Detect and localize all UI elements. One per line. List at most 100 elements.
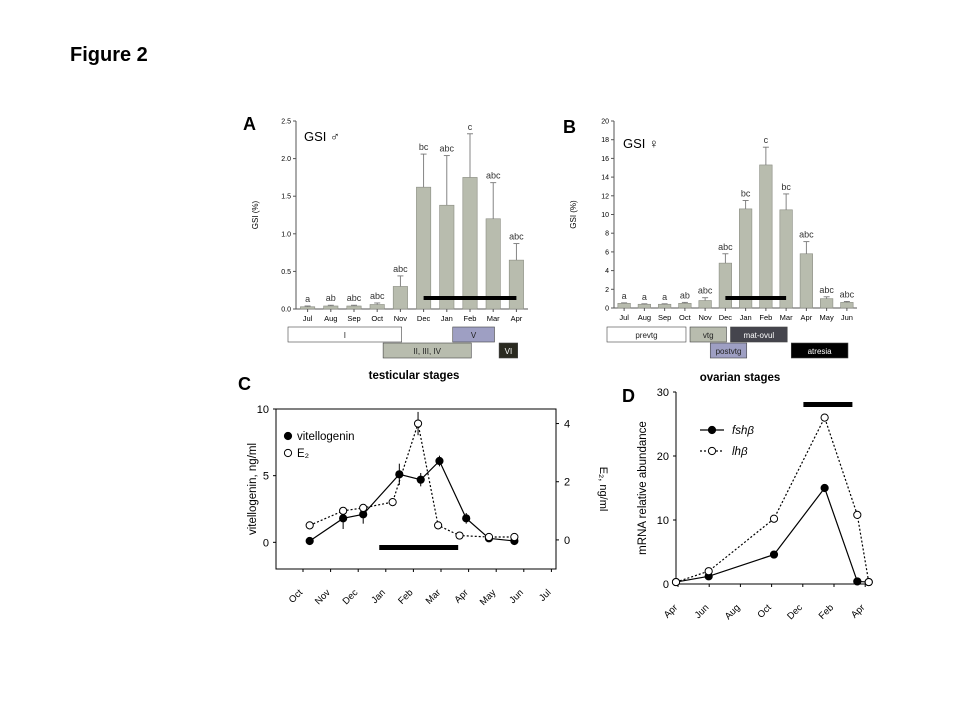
y-axis-label: mRNA relative abundance	[637, 421, 649, 555]
x-tick-label: Oct	[371, 314, 384, 323]
significance-letter: abc	[347, 293, 362, 303]
panel-letter: B	[563, 117, 576, 137]
y-tick-label: 8	[605, 231, 609, 238]
x-tick-label: Mar	[487, 314, 500, 323]
x-tick-label: Jul	[303, 314, 313, 323]
stage-box	[287, 326, 402, 343]
significance-letter: bc	[781, 182, 791, 192]
y-tick-label: 6	[605, 249, 609, 256]
legend-label: lhβ	[732, 446, 748, 458]
significance-letter: bc	[741, 188, 751, 198]
x-tick-label: Aug	[324, 314, 337, 323]
significance-letter: abc	[799, 230, 814, 240]
x-tick-label: Nov	[394, 314, 408, 323]
y-tick-label: 0	[663, 579, 669, 591]
significance-letter: a	[642, 292, 647, 302]
data-point	[435, 456, 444, 466]
y-tick-label: 0	[263, 537, 269, 549]
stage-box	[382, 342, 472, 359]
period-bar	[725, 296, 787, 300]
x-tick-label: Jul	[537, 587, 553, 603]
y-tick-label: 30	[657, 387, 669, 399]
x-tick-label: Nov	[698, 313, 712, 322]
x-tick-label: Dec	[341, 587, 361, 607]
significance-letter: ab	[680, 290, 690, 300]
panel-B: B 0 2 4 6 8 10 12 14 16 18 20 GSI (%) GSI ♀ a Jul a Aug a S…	[563, 117, 857, 384]
panel-letter: A	[243, 114, 256, 134]
bar-May	[820, 298, 834, 309]
legend-marker	[283, 448, 293, 458]
bar-Mar	[485, 218, 501, 310]
legend-marker	[283, 431, 293, 441]
x-tick-label: Apr	[801, 313, 813, 322]
y-tick-label: 4	[605, 268, 609, 275]
significance-letter: abc	[393, 264, 408, 274]
data-point	[339, 506, 348, 515]
data-point	[704, 567, 713, 576]
x-tick-label: Jan	[369, 587, 388, 606]
y-axis-label: GSI (%)	[569, 200, 578, 229]
bar-Feb	[759, 164, 773, 309]
stage-label: V	[471, 331, 477, 340]
x-tick-label: Jun	[841, 313, 853, 322]
bar-Mar	[779, 209, 793, 309]
series-line	[309, 459, 515, 542]
data-point	[853, 510, 862, 519]
data-point	[359, 503, 368, 513]
series-line	[675, 486, 869, 583]
y2-axis-label: E₂, ng/ml	[597, 467, 609, 512]
x-tick-label: Apr	[511, 314, 523, 323]
stage-box	[498, 342, 518, 359]
x-tick-label: Jun	[693, 602, 712, 621]
data-point	[484, 532, 494, 542]
y-tick-label: 20	[601, 119, 609, 126]
panel-D: D 0 10 20 30 mRNA relative abundance Apr Jun Aug…	[622, 386, 873, 622]
x-tick-label: Oct	[679, 313, 692, 322]
y-tick-label: 2	[605, 287, 609, 294]
x-tick-label: Aug	[638, 313, 651, 322]
significance-letter: ab	[326, 293, 336, 303]
data-point	[510, 532, 519, 542]
period-bar	[379, 545, 459, 550]
stage-label: I	[344, 331, 346, 340]
significance-letter: abc	[486, 171, 501, 181]
x-tick-label: May	[478, 587, 499, 608]
legend-marker	[707, 446, 717, 456]
bar-Jul	[617, 303, 631, 309]
stage-label: mat-ovul	[744, 331, 775, 340]
legend-label: vitellogenin	[297, 431, 355, 443]
x-tick-label: Feb	[396, 587, 415, 606]
series-line	[675, 416, 870, 583]
x-tick-label: Dec	[417, 314, 431, 323]
x-tick-label: Feb	[759, 313, 772, 322]
y-tick-label: 0.5	[281, 269, 291, 276]
plot-frame	[275, 408, 557, 570]
y-tick-label: 10	[601, 212, 609, 219]
stage-title: ovarian stages	[700, 372, 781, 384]
significance-letter: abc	[698, 286, 713, 296]
y-tick-label: 5	[263, 471, 269, 483]
data-point	[305, 521, 314, 530]
bar-Oct	[678, 303, 692, 309]
bar-Nov	[698, 300, 712, 309]
stage-box	[730, 326, 788, 343]
significance-letter: abc	[840, 289, 855, 299]
x-tick-label: Aug	[723, 602, 743, 622]
stage-box	[606, 326, 687, 343]
bar-Dec	[416, 186, 432, 310]
x-tick-label: Mar	[424, 587, 443, 606]
y-axis-label: vitellogenin, ng/ml	[247, 443, 259, 535]
stage-label: vtg	[703, 331, 714, 340]
y-tick-label: 0.0	[281, 307, 291, 314]
panel-letter: D	[622, 386, 635, 406]
bar-Jan	[739, 208, 753, 309]
y-tick-label: 1.5	[281, 194, 291, 201]
x-tick-label: Jun	[507, 587, 526, 606]
x-tick-label: May	[820, 313, 834, 322]
significance-letter: c	[764, 135, 769, 145]
x-tick-label: Sep	[347, 314, 360, 323]
x-tick-label: Nov	[313, 587, 333, 607]
significance-letter: abc	[718, 242, 733, 252]
bar-Sep	[346, 305, 362, 310]
